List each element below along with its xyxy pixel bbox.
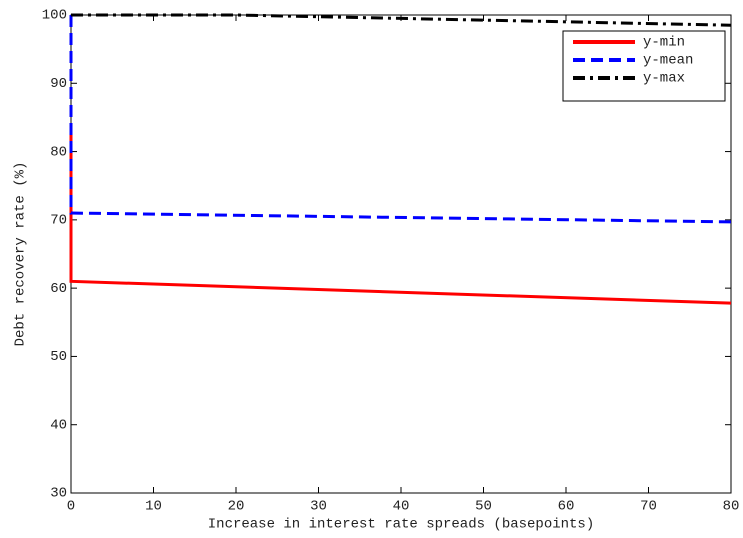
- legend-label: y-mean: [643, 53, 693, 69]
- y-tick-label: 30: [50, 486, 67, 502]
- x-tick-label: 10: [145, 499, 162, 515]
- y-tick-label: 50: [50, 349, 67, 365]
- y-tick-label: 90: [50, 76, 67, 92]
- y-tick-label: 40: [50, 417, 67, 433]
- y-axis-label: Debt recovery rate (%): [13, 162, 29, 347]
- line-series: [69, 15, 732, 224]
- line-series: [71, 13, 732, 27]
- y-tick-label: 70: [50, 213, 67, 229]
- x-tick-label: 80: [723, 499, 740, 515]
- x-tick-label: 60: [558, 499, 575, 515]
- x-tick-label: 20: [228, 499, 245, 515]
- legend-label: y-max: [643, 71, 685, 87]
- x-tick-label: 0: [67, 499, 75, 515]
- legend-label: y-min: [643, 35, 685, 51]
- x-axis-label: Increase in interest rate spreads (basep…: [208, 517, 594, 533]
- x-tick-label: 30: [310, 499, 327, 515]
- y-tick-label: 100: [42, 8, 67, 24]
- y-tick-label: 60: [50, 281, 67, 297]
- x-tick-label: 40: [393, 499, 410, 515]
- y-tick-label: 80: [50, 144, 67, 160]
- x-tick-label: 70: [640, 499, 657, 515]
- x-tick-label: 50: [475, 499, 492, 515]
